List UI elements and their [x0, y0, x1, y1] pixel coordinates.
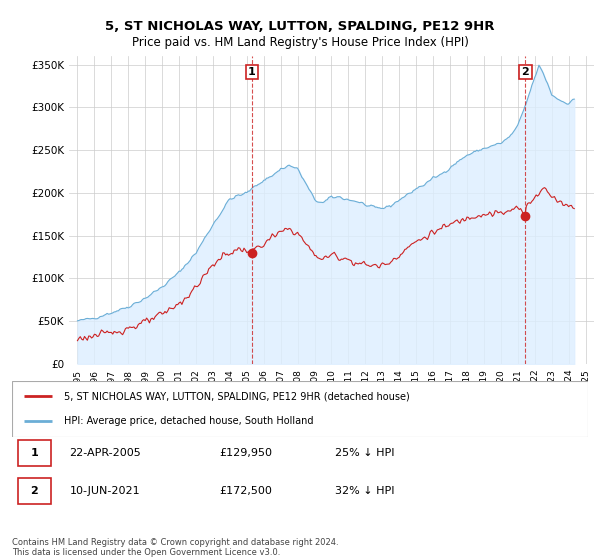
Text: £129,950: £129,950 — [220, 448, 272, 458]
Text: 5, ST NICHOLAS WAY, LUTTON, SPALDING, PE12 9HR: 5, ST NICHOLAS WAY, LUTTON, SPALDING, PE… — [105, 20, 495, 32]
Text: Contains HM Land Registry data © Crown copyright and database right 2024.
This d: Contains HM Land Registry data © Crown c… — [12, 538, 338, 557]
FancyBboxPatch shape — [18, 440, 51, 466]
Text: 25% ↓ HPI: 25% ↓ HPI — [335, 448, 394, 458]
Text: 10-JUN-2021: 10-JUN-2021 — [70, 486, 140, 496]
Text: HPI: Average price, detached house, South Holland: HPI: Average price, detached house, Sout… — [64, 416, 313, 426]
Text: 1: 1 — [248, 67, 256, 77]
FancyBboxPatch shape — [18, 478, 51, 504]
Text: 5, ST NICHOLAS WAY, LUTTON, SPALDING, PE12 9HR (detached house): 5, ST NICHOLAS WAY, LUTTON, SPALDING, PE… — [64, 391, 410, 402]
Text: Price paid vs. HM Land Registry's House Price Index (HPI): Price paid vs. HM Land Registry's House … — [131, 36, 469, 49]
FancyBboxPatch shape — [12, 381, 588, 437]
Text: 22-APR-2005: 22-APR-2005 — [70, 448, 142, 458]
Text: 32% ↓ HPI: 32% ↓ HPI — [335, 486, 394, 496]
Text: 2: 2 — [521, 67, 529, 77]
Text: 1: 1 — [31, 448, 38, 458]
Text: £172,500: £172,500 — [220, 486, 272, 496]
Text: 2: 2 — [31, 486, 38, 496]
